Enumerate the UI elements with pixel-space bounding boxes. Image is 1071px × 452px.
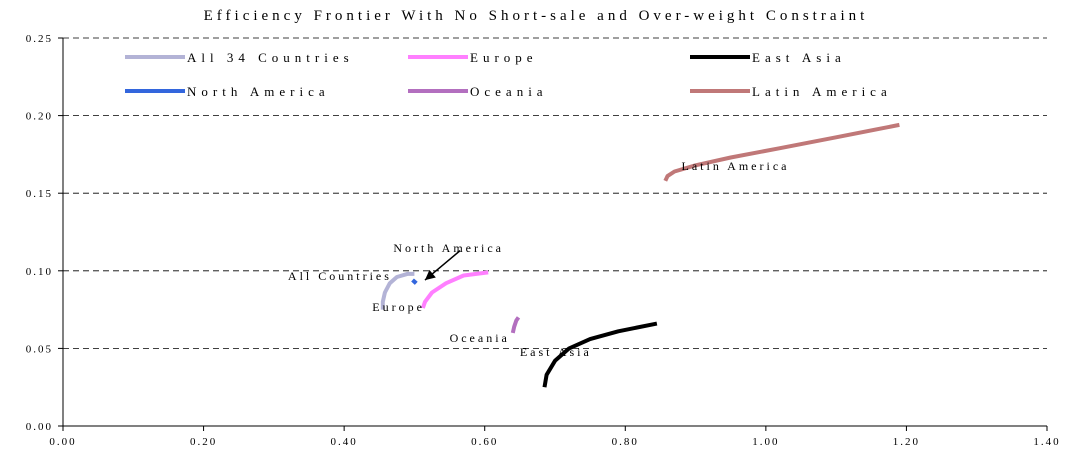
annotation-label: Oceania (450, 331, 510, 345)
x-tick-label: 0.60 (471, 436, 498, 448)
legend-item: All 34 Countries (125, 50, 354, 65)
series-line (380, 271, 415, 310)
legend-label: North America (187, 84, 330, 99)
x-tick-label: 1.00 (752, 436, 779, 448)
legend-label: East Asia (752, 50, 846, 65)
legend-label: Oceania (470, 84, 548, 99)
series-line (421, 270, 489, 309)
annotation-label: Europe (372, 300, 425, 314)
x-tick-label: 0.00 (49, 436, 76, 448)
x-tick-label: 1.20 (893, 436, 920, 448)
annotation-label: Latin America (682, 159, 790, 173)
x-tick-label: 0.20 (190, 436, 217, 448)
y-tick-label: 0.15 (26, 188, 53, 200)
y-tick-label: 0.20 (26, 111, 53, 123)
annotation-label: East Asia (520, 345, 592, 359)
series-line (510, 316, 521, 334)
annotation-label: All Countries (288, 269, 392, 283)
legend-label: All 34 Countries (187, 50, 354, 65)
x-tick-label: 1.40 (1033, 436, 1060, 448)
chart-title: Efficiency Frontier With No Short-sale a… (204, 8, 869, 24)
legend-label: Europe (470, 50, 538, 65)
series-line (411, 278, 418, 285)
y-tick-label: 0.00 (26, 421, 53, 433)
legend-item: East Asia (690, 50, 846, 65)
legend-item: Europe (408, 50, 538, 65)
x-tick-label: 0.80 (612, 436, 639, 448)
annotation-label: North America (393, 241, 504, 255)
y-tick-label: 0.05 (26, 343, 53, 355)
series-line (542, 321, 658, 388)
y-tick-label: 0.10 (26, 266, 53, 278)
legend-item: North America (125, 84, 330, 99)
x-tick-label: 0.40 (331, 436, 358, 448)
legend-item: Oceania (408, 84, 548, 99)
legend-label: Latin America (752, 84, 892, 99)
legend-item: Latin America (690, 84, 892, 99)
series-line (663, 122, 900, 182)
arrow-head (424, 269, 436, 281)
y-tick-label: 0.25 (26, 33, 53, 45)
